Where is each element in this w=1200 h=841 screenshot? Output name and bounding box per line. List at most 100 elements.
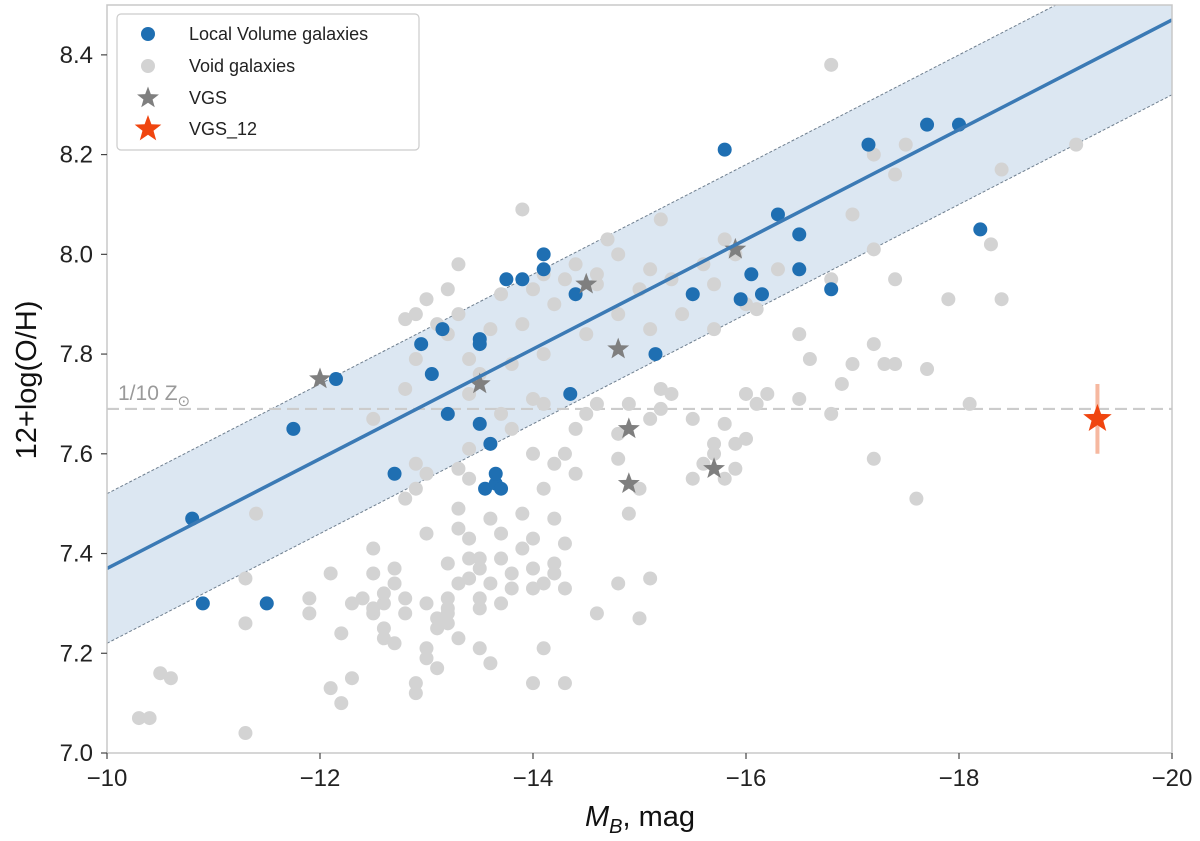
x-axis-title-sub: B: [609, 816, 622, 838]
legend-marker-star: [137, 86, 159, 108]
data-point: [557, 581, 572, 596]
data-point: [462, 352, 477, 367]
data-point: [909, 491, 924, 506]
y-tick-label: 8.0: [60, 241, 93, 268]
data-point: [744, 267, 759, 282]
data-point: [888, 272, 903, 287]
data-point-star: [724, 237, 747, 259]
data-point: [515, 506, 530, 521]
data-point: [526, 391, 540, 406]
data-point: [653, 401, 668, 416]
legend-box: [116, 13, 420, 151]
data-point: [472, 641, 487, 656]
data-point: [488, 466, 503, 481]
data-point: [675, 307, 690, 322]
data-point: [472, 601, 487, 616]
fit-line: [107, 18, 1172, 571]
data-point: [504, 581, 519, 596]
data-point: [499, 272, 514, 287]
data-point: [770, 207, 785, 222]
data-point: [494, 596, 509, 611]
data-point: [419, 292, 434, 307]
data-point: [770, 262, 785, 277]
data-point: [962, 396, 977, 411]
data-point: [707, 446, 722, 461]
data-point: [334, 626, 349, 641]
data-point: [643, 262, 658, 277]
data-point: [440, 591, 455, 606]
data-point: [621, 506, 636, 521]
legend-label-local-volume: Local Volume galaxies: [189, 24, 368, 44]
data-point: [589, 396, 604, 411]
data-point: [728, 436, 743, 451]
data-point: [920, 362, 935, 377]
data-point: [611, 307, 626, 322]
data-point: [451, 501, 466, 516]
data-point: [526, 561, 540, 576]
data-point: [973, 222, 988, 237]
data-point: [430, 621, 445, 636]
data-point: [366, 411, 381, 426]
data-point: [579, 406, 594, 421]
data-point: [802, 352, 817, 367]
data-point: [685, 287, 700, 302]
data-point: [472, 416, 487, 431]
data-point: [707, 277, 722, 292]
data-point: [419, 466, 434, 481]
data-point: [920, 117, 935, 132]
data-point: [983, 237, 998, 252]
data-point: [478, 481, 493, 496]
x-tick-label: −10: [87, 765, 128, 792]
data-point: [408, 481, 423, 496]
data-point: [568, 257, 583, 272]
data-point: [408, 307, 423, 322]
data-point: [579, 327, 594, 342]
data-point: [504, 421, 519, 436]
data-point: [440, 616, 455, 631]
data-point: [440, 556, 455, 571]
data-point: [792, 262, 807, 277]
plot-frame: [106, 4, 1173, 754]
data-point: [526, 676, 540, 691]
data-point: [366, 566, 381, 581]
data-point: [749, 302, 764, 317]
series-vgs: [309, 237, 747, 494]
data-point: [557, 446, 572, 461]
data-point: [419, 641, 434, 656]
data-point: [376, 596, 391, 611]
data-point: [387, 466, 402, 481]
data-point: [611, 426, 626, 441]
legend-label-vgs12: VGS_12: [189, 119, 257, 140]
data-point: [451, 631, 466, 646]
data-point: [398, 606, 413, 621]
data-point: [557, 536, 572, 551]
data-point: [462, 571, 477, 586]
data-point: [462, 531, 477, 546]
data-point-star: [703, 457, 725, 479]
data-point: [462, 471, 477, 486]
data-point: [430, 611, 445, 626]
data-point-star: [309, 367, 331, 389]
data-point: [792, 327, 807, 342]
data-point: [754, 287, 769, 302]
data-point: [142, 711, 157, 726]
data-point: [664, 386, 679, 401]
data-point: [611, 247, 626, 262]
data-point: [739, 431, 753, 446]
data-point: [547, 297, 562, 312]
plot-area: [107, 5, 1172, 741]
data-point: [866, 242, 881, 257]
data-point: [632, 611, 647, 626]
data-point: [398, 591, 413, 606]
data-point: [845, 207, 860, 222]
reference-line-label-main: 1/10 Z: [118, 382, 178, 405]
data-point: [792, 391, 807, 406]
data-point: [643, 571, 658, 586]
legend-label-vgs: VGS: [189, 88, 227, 108]
legend: Local Volume galaxies Void galaxies VGS …: [116, 13, 420, 151]
data-point: [717, 232, 732, 247]
data-point: [238, 726, 253, 741]
x-tick-label: −20: [1152, 765, 1193, 792]
data-point: [728, 461, 743, 476]
x-axis-title-rest: , mag: [622, 801, 695, 833]
